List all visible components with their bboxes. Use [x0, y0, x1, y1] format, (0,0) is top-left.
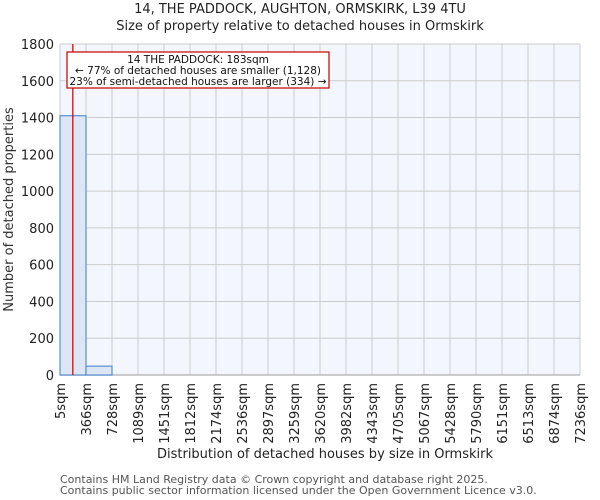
x-axis-label: Distribution of detached houses by size … — [157, 447, 493, 462]
x-tick-label: 4705sqm — [392, 383, 407, 444]
x-tick-label: 6513sqm — [522, 383, 537, 444]
x-tick-label: 1812sqm — [184, 383, 199, 444]
y-tick-label: 1600 — [21, 75, 54, 90]
x-tick-label: 3259sqm — [288, 383, 303, 444]
x-tick-label: 2174sqm — [210, 383, 225, 444]
chart-subtitle: Size of property relative to detached ho… — [116, 19, 484, 34]
annotation-box: 14 THE PADDOCK: 183sqm ← 77% of detached… — [66, 51, 330, 89]
y-tick-label: 1200 — [21, 148, 54, 163]
x-tick-label: 1089sqm — [132, 383, 147, 444]
annotation-line-1: 14 THE PADDOCK: 183sqm — [127, 54, 269, 66]
y-tick-label: 1000 — [21, 185, 54, 200]
y-axis-label: Number of detached properties — [2, 107, 17, 312]
x-tick-label: 728sqm — [106, 383, 121, 436]
footer-licence: Contains public sector information licen… — [60, 484, 537, 497]
y-tick-label: 0 — [46, 369, 54, 384]
x-tick-label: 2536sqm — [236, 383, 251, 444]
y-axis-ticks: 0 200 400 600 800 1000 1200 1400 1600 1800 — [21, 38, 54, 384]
x-tick-label: 2897sqm — [262, 383, 277, 444]
x-tick-label: 366sqm — [80, 383, 95, 436]
annotation-border — [66, 51, 330, 89]
annotation-line-2: ← 77% of detached houses are smaller (1,… — [75, 65, 321, 77]
x-axis-ticks: 5sqm 366sqm 728sqm 1089sqm 1451sqm 1812sqm 217… — [54, 383, 589, 444]
y-tick-label: 400 — [29, 295, 54, 310]
y-tick-label: 1800 — [21, 38, 54, 53]
histogram-bar — [85, 365, 113, 376]
x-tick-label: 5sqm — [54, 383, 69, 419]
y-tick-label: 800 — [29, 222, 54, 237]
y-tick-label: 1400 — [21, 112, 54, 127]
x-tick-label: 3620sqm — [314, 383, 329, 444]
y-tick-label: 600 — [29, 259, 54, 274]
grid-lines — [59, 43, 581, 376]
x-tick-label: 6874sqm — [548, 383, 563, 444]
chart-title: 14, THE PADDOCK, AUGHTON, ORMSKIRK, L39 … — [134, 2, 466, 17]
x-tick-label: 7236sqm — [574, 383, 589, 444]
x-tick-label: 3982sqm — [340, 383, 355, 444]
x-tick-label: 5428sqm — [444, 383, 459, 444]
footer-copyright: Contains HM Land Registry data © Crown c… — [60, 473, 488, 486]
annotation-line-3: 23% of semi-detached houses are larger (… — [70, 76, 327, 88]
x-tick-label: 5790sqm — [470, 383, 485, 444]
x-tick-label: 5067sqm — [418, 383, 433, 444]
y-tick-label: 200 — [29, 332, 54, 347]
x-tick-label: 6151sqm — [496, 383, 511, 444]
x-tick-label: 4343sqm — [366, 383, 381, 444]
x-tick-label: 1451sqm — [158, 383, 173, 444]
